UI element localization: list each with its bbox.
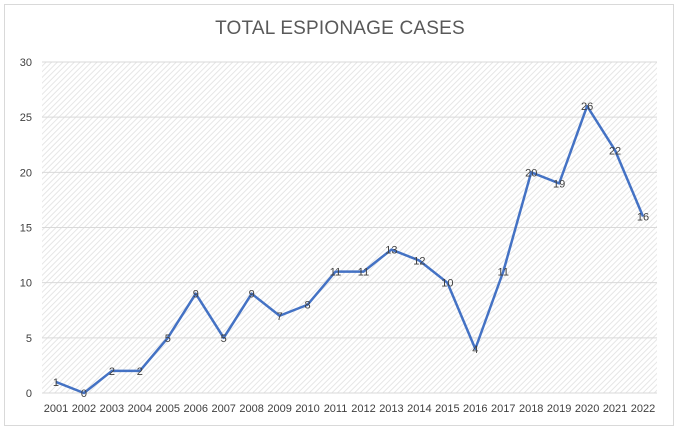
data-label: 10 bbox=[441, 278, 453, 290]
x-tick-label: 2007 bbox=[211, 403, 235, 415]
x-tick-label: 2022 bbox=[631, 403, 655, 415]
x-tick-label: 2004 bbox=[128, 403, 152, 415]
data-label: 8 bbox=[305, 300, 311, 312]
y-tick-label: 25 bbox=[20, 112, 32, 124]
x-tick-label: 2005 bbox=[156, 403, 180, 415]
data-label: 12 bbox=[413, 256, 425, 268]
x-tick-label: 2013 bbox=[379, 403, 403, 415]
x-tick-label: 2009 bbox=[267, 403, 291, 415]
x-tick-label: 2001 bbox=[44, 403, 68, 415]
x-tick-label: 2010 bbox=[295, 403, 319, 415]
y-tick-label: 15 bbox=[20, 223, 32, 235]
data-label: 1 bbox=[53, 377, 59, 389]
x-tick-label: 2014 bbox=[407, 403, 431, 415]
x-tick-label: 2015 bbox=[435, 403, 459, 415]
y-tick-label: 30 bbox=[20, 57, 32, 69]
data-label: 2 bbox=[109, 366, 115, 378]
x-tick-label: 2018 bbox=[519, 403, 543, 415]
y-tick-label: 5 bbox=[26, 333, 32, 345]
data-label: 5 bbox=[221, 333, 227, 345]
data-label: 9 bbox=[193, 289, 199, 301]
x-tick-label: 2021 bbox=[603, 403, 627, 415]
data-label: 0 bbox=[81, 388, 87, 400]
x-tick-label: 2012 bbox=[351, 403, 375, 415]
chart-title: TOTAL ESPIONAGE CASES bbox=[215, 18, 465, 39]
x-tick-label: 2002 bbox=[72, 403, 96, 415]
data-label: 11 bbox=[498, 267, 509, 279]
data-label: 19 bbox=[553, 178, 565, 190]
x-tick-label: 2020 bbox=[575, 403, 599, 415]
data-label: 11 bbox=[358, 267, 369, 279]
data-label: 5 bbox=[165, 333, 171, 345]
x-tick-label: 2016 bbox=[463, 403, 487, 415]
data-label: 16 bbox=[637, 211, 649, 223]
data-label: 9 bbox=[249, 289, 255, 301]
data-label: 2 bbox=[137, 366, 143, 378]
x-tick-label: 2019 bbox=[547, 403, 571, 415]
data-label: 13 bbox=[385, 245, 397, 257]
x-tick-label: 2006 bbox=[184, 403, 208, 415]
data-label: 4 bbox=[472, 344, 478, 356]
data-label: 7 bbox=[277, 311, 283, 323]
x-tick-label: 2017 bbox=[491, 403, 515, 415]
y-tick-label: 0 bbox=[26, 388, 32, 400]
y-tick-label: 20 bbox=[20, 167, 32, 179]
data-label: 11 bbox=[330, 267, 341, 279]
x-tick-label: 2011 bbox=[324, 403, 348, 415]
x-tick-label: 2003 bbox=[100, 403, 124, 415]
y-tick-label: 10 bbox=[20, 278, 32, 290]
data-label: 22 bbox=[609, 145, 621, 157]
data-label: 20 bbox=[525, 167, 537, 179]
x-tick-label: 2008 bbox=[239, 403, 263, 415]
data-label: 26 bbox=[581, 101, 593, 113]
series-line bbox=[55, 104, 645, 395]
